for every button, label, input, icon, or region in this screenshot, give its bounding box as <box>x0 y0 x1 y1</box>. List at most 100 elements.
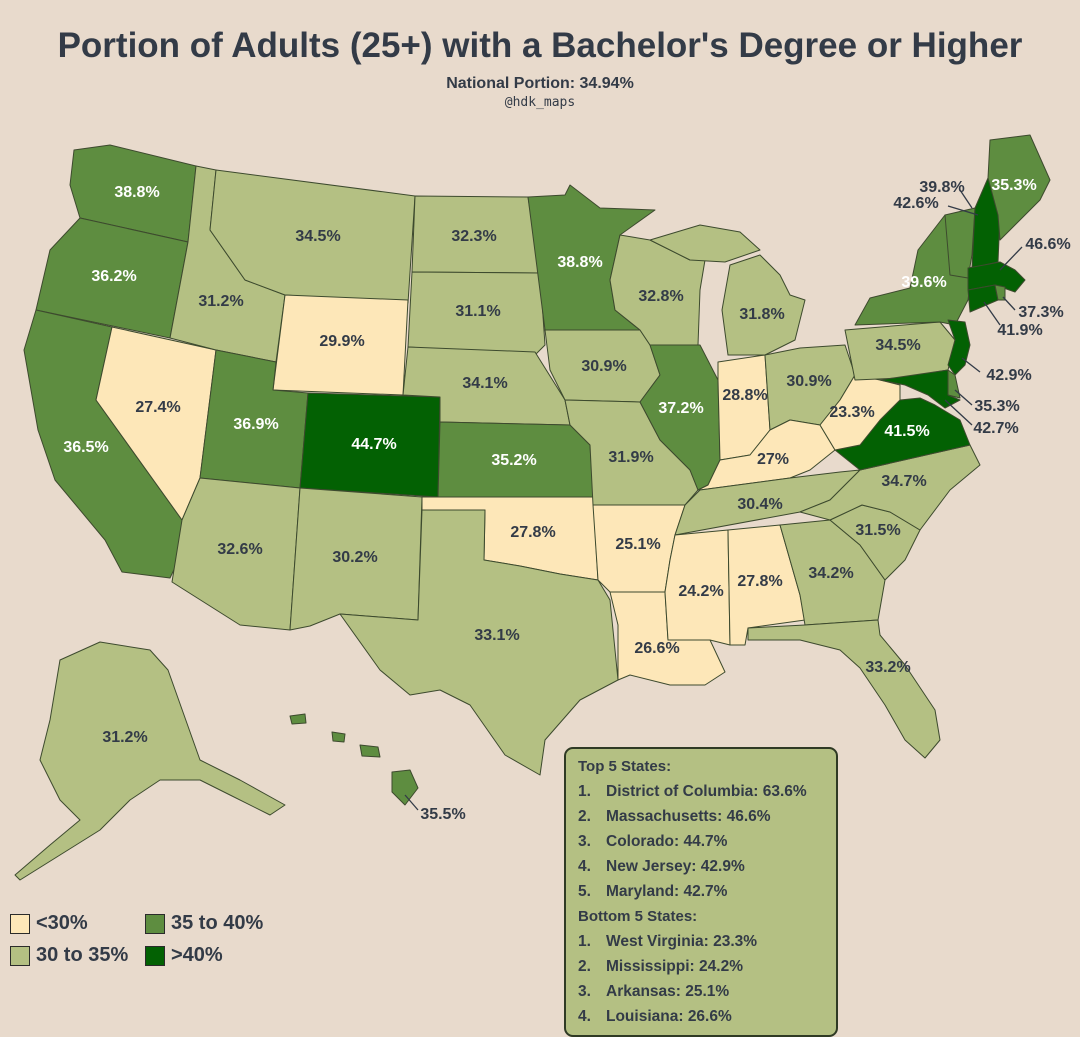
label-FL: 33.2% <box>865 659 910 676</box>
rank-text: District of Columbia: 63.6% <box>606 783 807 800</box>
leader-DE <box>954 389 973 406</box>
state-HI-oahu <box>331 731 346 743</box>
rank-text: West Virginia: 23.3% <box>606 933 758 950</box>
bottom-state-row: 2. Mississippi: 24.2% <box>578 954 836 979</box>
label-NJ: 42.9% <box>986 367 1031 384</box>
top-states-heading: Top 5 States: <box>578 758 672 775</box>
legend-label-lt30: <30% <box>36 912 88 934</box>
state-SD <box>407 271 546 356</box>
label-OK: 27.8% <box>510 524 555 541</box>
legend-label-35to40: 35 to 40% <box>171 912 264 934</box>
state-MI <box>721 254 806 356</box>
label-GA: 34.2% <box>808 565 853 582</box>
legend-item-gt40: >40% <box>145 944 223 967</box>
bottom-states-heading: Bottom 5 States: <box>578 908 698 925</box>
rank-text: Colorado: 44.7% <box>606 833 728 850</box>
state-VT <box>944 207 976 279</box>
state-MD <box>879 369 961 409</box>
legend-item-lt30: <30% <box>10 912 88 935</box>
label-WA: 38.8% <box>114 184 159 201</box>
label-MS: 24.2% <box>678 583 723 600</box>
label-MA: 46.6% <box>1025 236 1070 253</box>
label-HI: 35.5% <box>420 806 465 823</box>
label-IA: 30.9% <box>581 358 626 375</box>
legend-swatch-lt30 <box>10 913 30 934</box>
leader-CT <box>983 301 1001 326</box>
legend-item-35to40: 35 to 40% <box>145 912 263 935</box>
label-AR: 25.1% <box>615 536 660 553</box>
top-state-row: 5. Maryland: 42.7% <box>578 879 836 904</box>
rank-text: Massachusetts: 46.6% <box>606 808 771 825</box>
bottom-state-row: 1. West Virginia: 23.3% <box>578 929 836 954</box>
label-KS: 35.2% <box>491 452 536 469</box>
label-KY: 27% <box>757 451 789 468</box>
label-TN: 30.4% <box>737 496 782 513</box>
label-CA: 36.5% <box>63 439 108 456</box>
label-VT: 39.8% <box>919 179 964 196</box>
rank-number: 2. <box>578 958 591 975</box>
rank-number: 4. <box>578 858 591 875</box>
label-WV: 23.3% <box>829 404 874 421</box>
bottom-state-row: 4. Louisiana: 26.6% <box>578 1004 836 1029</box>
rankings-box: Top 5 States: 1. District of Columbia: 63… <box>564 747 838 1037</box>
rank-number: 5. <box>578 883 591 900</box>
state-labels: 38.8% 36.2% 36.5% 27.4% 31.2% 34.5% 29.9… <box>63 177 1070 823</box>
label-NH: 42.6% <box>893 195 938 212</box>
state-NJ <box>947 319 971 376</box>
label-NE: 34.1% <box>462 375 507 392</box>
top-state-row: 3. Colorado: 44.7% <box>578 829 836 854</box>
map-subtitle: National Portion: 34.94% <box>446 75 634 92</box>
state-NH <box>971 177 1001 269</box>
label-OH: 30.9% <box>786 373 831 390</box>
label-OR: 36.2% <box>91 268 136 285</box>
label-TX: 33.1% <box>474 627 519 644</box>
legend-swatch-35to40 <box>145 913 165 934</box>
label-NM: 30.2% <box>332 549 377 566</box>
rank-text: Arkansas: 25.1% <box>606 983 730 1000</box>
label-ID: 31.2% <box>198 293 243 310</box>
legend-label-30to35: 30 to 35% <box>36 944 129 966</box>
legend-label-gt40: >40% <box>171 944 223 966</box>
rank-text: Maryland: 42.7% <box>606 883 728 900</box>
leader-VT <box>959 189 973 209</box>
label-MD: 42.7% <box>973 420 1018 437</box>
rank-number: 4. <box>578 1008 591 1025</box>
top-state-row: 1. District of Columbia: 63.6% <box>578 779 836 804</box>
label-AZ: 32.6% <box>217 541 262 558</box>
rank-number: 1. <box>578 783 591 800</box>
top-state-row: 4. New Jersey: 42.9% <box>578 854 836 879</box>
state-MI-up <box>649 224 761 263</box>
state-DE <box>947 369 961 399</box>
state-HI-maui <box>359 744 381 758</box>
label-ME: 35.3% <box>991 177 1036 194</box>
map-credit: @hdk_maps <box>504 95 576 110</box>
label-MO: 31.9% <box>608 449 653 466</box>
legend-item-30to35: 30 to 35% <box>10 944 128 967</box>
legend-swatch-30to35 <box>10 945 30 966</box>
label-IN: 28.8% <box>722 387 767 404</box>
label-NY: 39.6% <box>901 274 946 291</box>
legend: <30% 35 to 40% 30 to 35% >40% <box>10 912 300 972</box>
rank-number: 2. <box>578 808 591 825</box>
map-title: Portion of Adults (25+) with a Bachelor'… <box>57 26 1023 65</box>
state-OR <box>35 217 189 339</box>
label-PA: 34.5% <box>875 337 920 354</box>
label-CO: 44.7% <box>351 436 396 453</box>
bottom-state-row: 3. Arkansas: 25.1% <box>578 979 836 1004</box>
state-HI-kauai <box>289 713 307 725</box>
state-TX <box>339 509 619 776</box>
label-UT: 36.9% <box>233 416 278 433</box>
label-VA: 41.5% <box>884 423 929 440</box>
state-CT <box>967 284 999 313</box>
label-ND: 32.3% <box>451 228 496 245</box>
rank-number: 1. <box>578 933 591 950</box>
label-WY: 29.9% <box>319 333 364 350</box>
label-SC: 31.5% <box>855 522 900 539</box>
label-SD: 31.1% <box>455 303 500 320</box>
state-AK <box>14 641 286 881</box>
state-NC <box>799 444 981 531</box>
state-WV <box>819 374 901 451</box>
rank-text: Mississippi: 24.2% <box>606 958 743 975</box>
leader-MD <box>944 399 973 426</box>
leader-NH <box>947 205 979 216</box>
